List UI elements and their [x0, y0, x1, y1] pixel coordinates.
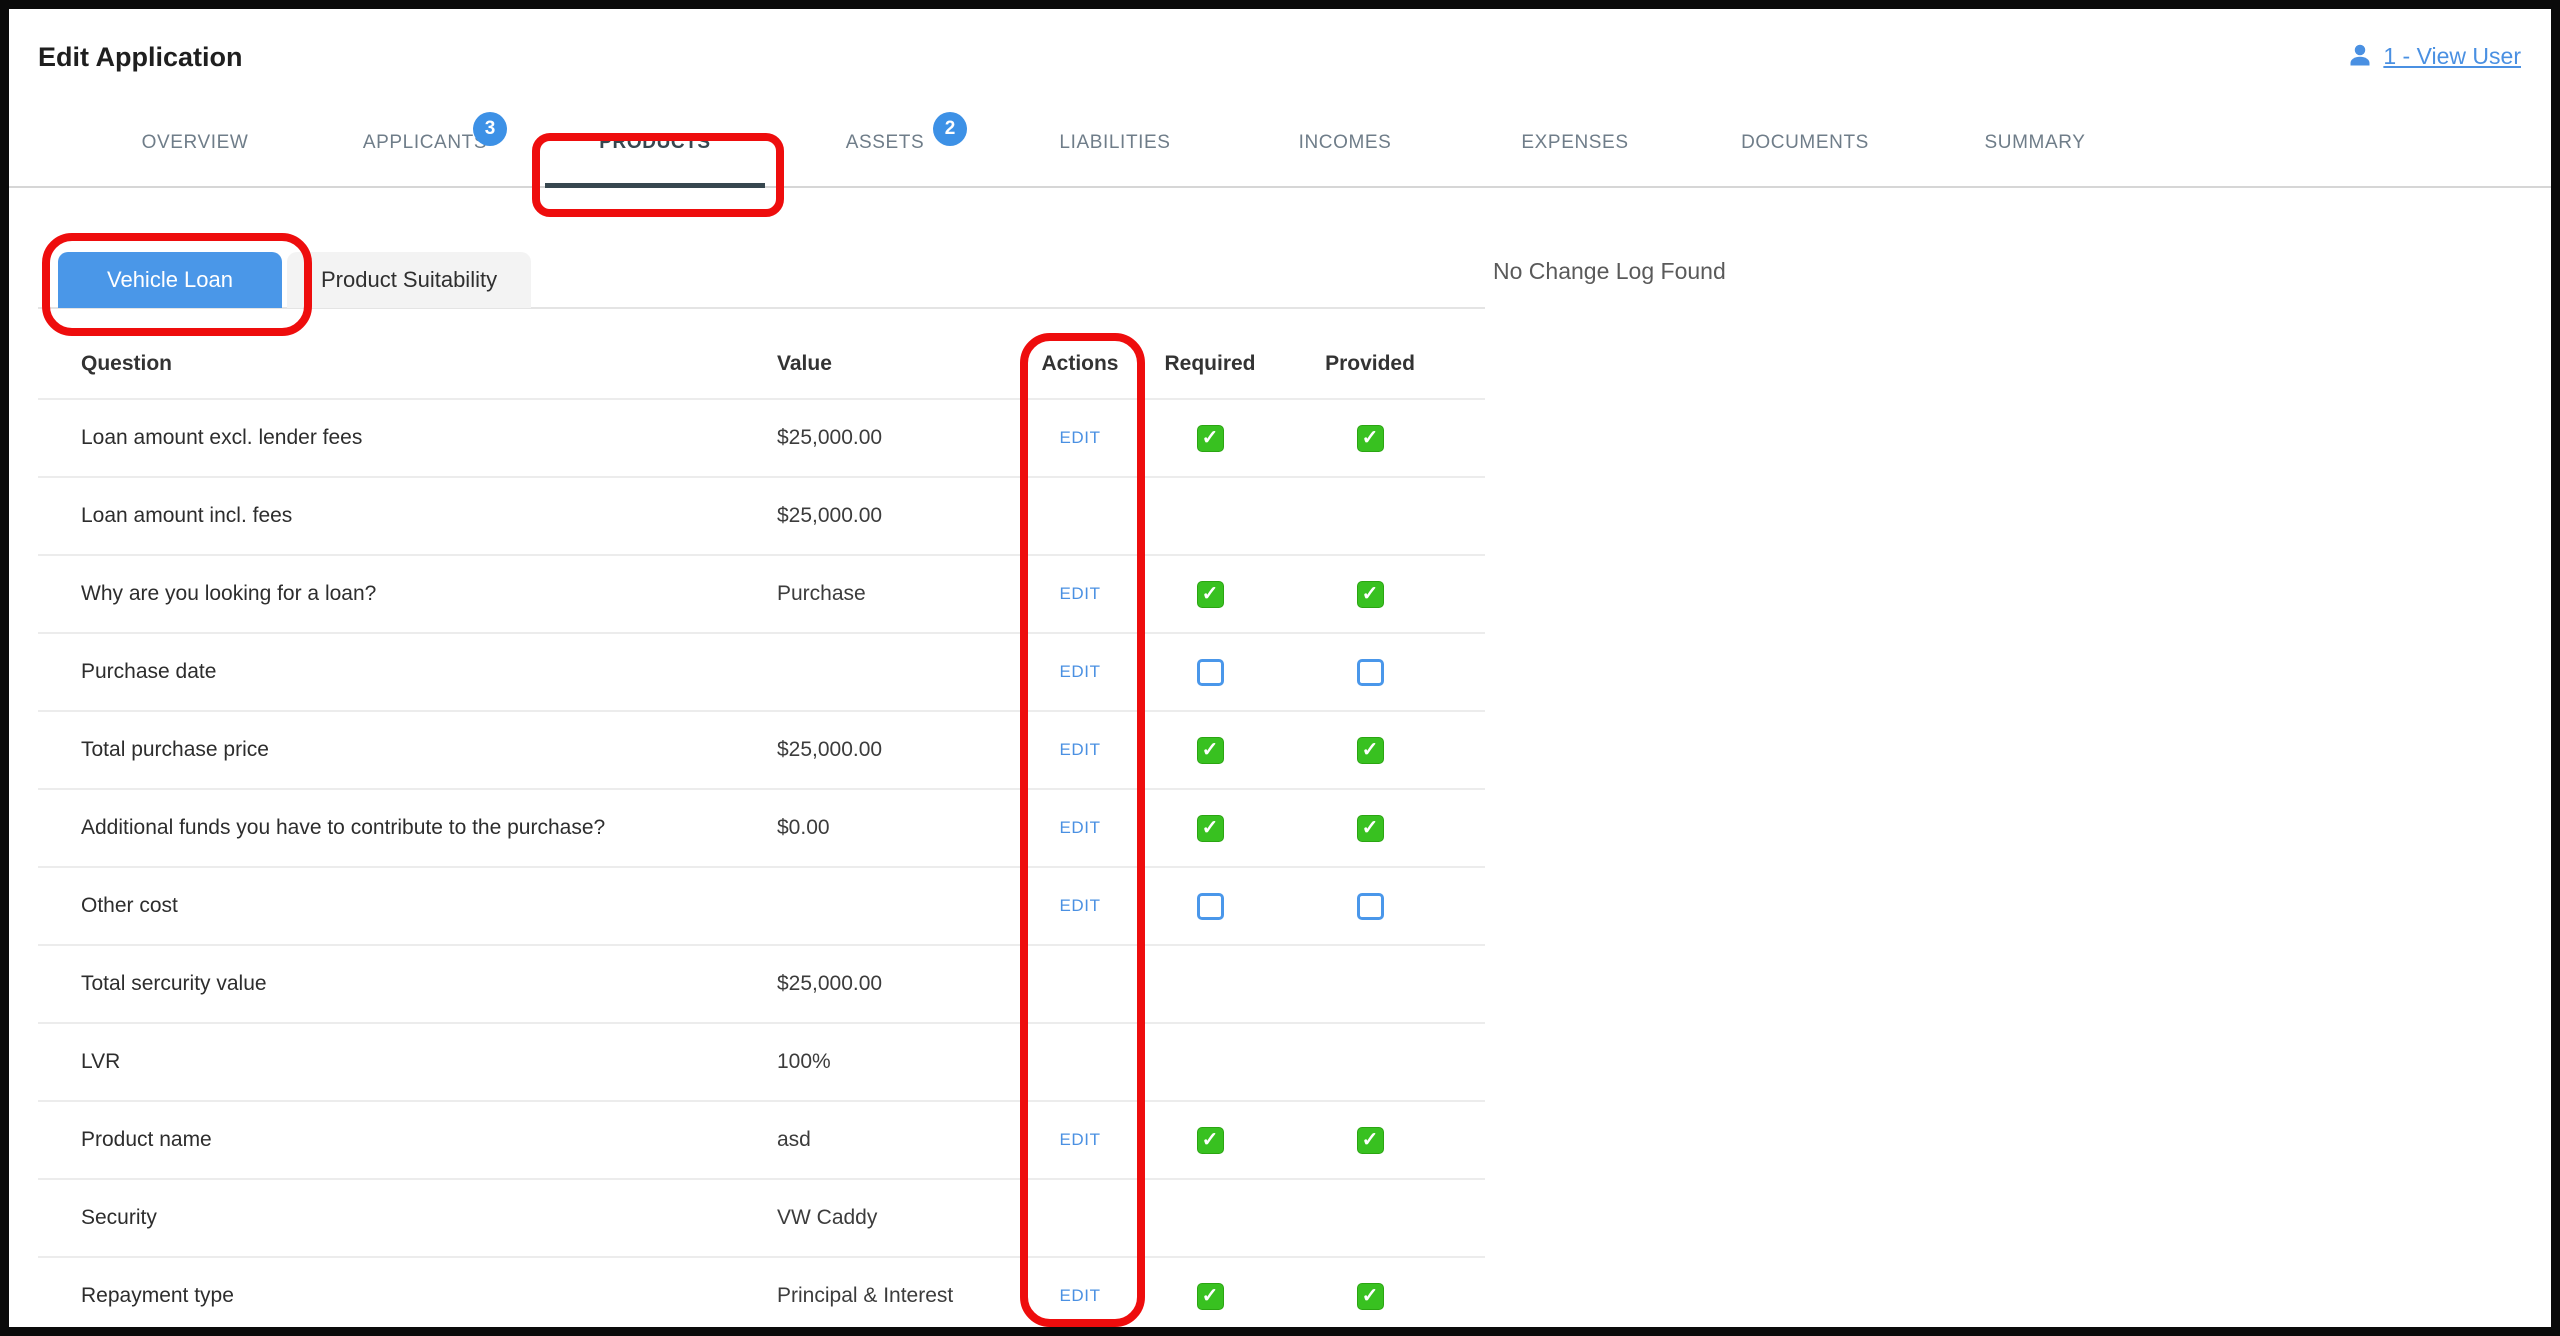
column-header-value: Value: [777, 352, 832, 375]
edit-button[interactable]: EDIT: [1059, 584, 1101, 603]
table-row: Purchase date EDIT: [38, 634, 1485, 712]
table-header-row: Question Value Actions Required Provided: [38, 330, 1485, 400]
tab-liabilities[interactable]: LIABILITIES: [1000, 100, 1230, 186]
tab-applicants[interactable]: APPLICANTS 3: [310, 100, 540, 186]
table-row: Total purchase price $25,000.00 EDIT ✓ ✓: [38, 712, 1485, 790]
column-header-actions: Actions: [1041, 352, 1119, 375]
edit-button[interactable]: EDIT: [1059, 428, 1101, 447]
question-cell: Other cost: [81, 894, 178, 917]
provided-checkbox[interactable]: ✓: [1356, 580, 1384, 608]
view-user-label: 1 - View User: [2383, 42, 2521, 69]
provided-checkbox[interactable]: ✓: [1356, 736, 1384, 764]
value-cell: 100%: [777, 1050, 831, 1073]
question-cell: Loan amount incl. fees: [81, 504, 293, 527]
required-checkbox[interactable]: [1196, 658, 1224, 686]
edit-button[interactable]: EDIT: [1059, 818, 1101, 837]
question-cell: Repayment type: [81, 1284, 234, 1307]
required-checkbox[interactable]: ✓: [1196, 1126, 1224, 1154]
edit-button[interactable]: EDIT: [1059, 1130, 1101, 1149]
tab-summary[interactable]: SUMMARY: [1920, 100, 2150, 186]
tab-documents[interactable]: DOCUMENTS: [1690, 100, 1920, 186]
table-row: Repayment type Principal & Interest EDIT ✓ ✓: [38, 1258, 1485, 1327]
tab-assets[interactable]: ASSETS 2: [770, 100, 1000, 186]
tab-overview[interactable]: OVERVIEW: [80, 100, 310, 186]
view-user-link[interactable]: 1 - View User: [2345, 41, 2521, 71]
table-row: Loan amount excl. lender fees $25,000.00 E…: [38, 400, 1485, 478]
tab-count-badge: 3: [473, 112, 507, 146]
tab-label: INCOMES: [1298, 132, 1392, 153]
active-tab-indicator: [545, 183, 765, 188]
question-cell: Purchase date: [81, 660, 217, 683]
table-row: LVR 100%: [38, 1024, 1485, 1102]
question-cell: LVR: [81, 1050, 121, 1073]
topbar: Edit Application 1 - View User: [9, 9, 2551, 105]
table-row: Security VW Caddy: [38, 1180, 1485, 1258]
main-tab-bar: OVERVIEW APPLICANTS 3 PRODUCTS ASSETS 2 LIABIL…: [9, 100, 2551, 188]
column-header-question: Question: [81, 352, 173, 375]
required-checkbox[interactable]: ✓: [1196, 580, 1224, 608]
tab-label: OVERVIEW: [141, 132, 249, 153]
column-header-provided: Provided: [1325, 352, 1415, 375]
provided-checkbox[interactable]: ✓: [1356, 1282, 1384, 1310]
tab-label: DOCUMENTS: [1741, 132, 1869, 153]
change-log-empty-text: No Change Log Found: [1493, 258, 1726, 284]
required-checkbox[interactable]: ✓: [1196, 814, 1224, 842]
question-cell: Additional funds you have to contribute …: [81, 816, 606, 839]
required-checkbox[interactable]: ✓: [1196, 736, 1224, 764]
provided-checkbox[interactable]: ✓: [1356, 424, 1384, 452]
user-icon: [2345, 41, 2375, 71]
question-cell: Loan amount excl. lender fees: [81, 426, 363, 449]
value-cell: VW Caddy: [777, 1206, 878, 1229]
value-cell: asd: [777, 1128, 811, 1151]
value-cell: $25,000.00: [777, 426, 883, 449]
tab-incomes[interactable]: INCOMES: [1230, 100, 1460, 186]
page-title: Edit Application: [38, 42, 243, 72]
tab-label: ASSETS: [845, 132, 925, 153]
question-cell: Why are you looking for a loan?: [81, 582, 377, 605]
provided-checkbox[interactable]: [1356, 658, 1384, 686]
tab-label: PRODUCTS: [599, 132, 711, 153]
provided-checkbox[interactable]: [1356, 892, 1384, 920]
table-row: Why are you looking for a loan? Purchase E…: [38, 556, 1485, 634]
subtab-vehicle-loan[interactable]: Vehicle Loan: [58, 252, 282, 308]
edit-button[interactable]: EDIT: [1059, 896, 1101, 915]
provided-checkbox[interactable]: ✓: [1356, 1126, 1384, 1154]
product-subtabs: Vehicle Loan Product Suitability: [58, 252, 536, 308]
tab-label: LIABILITIES: [1059, 132, 1171, 153]
product-question-table: Question Value Actions Required Provided Loan…: [38, 330, 1485, 1327]
value-cell: Purchase: [777, 582, 866, 605]
tab-label: SUMMARY: [1984, 132, 2086, 153]
edit-button[interactable]: EDIT: [1059, 740, 1101, 759]
value-cell: $0.00: [777, 816, 830, 839]
question-cell: Security: [81, 1206, 157, 1229]
question-cell: Product name: [81, 1128, 212, 1151]
table-row: Total sercurity value $25,000.00: [38, 946, 1485, 1024]
value-cell: $25,000.00: [777, 738, 883, 761]
tab-count-badge: 2: [933, 112, 967, 146]
table-row: Other cost EDIT: [38, 868, 1485, 946]
tab-expenses[interactable]: EXPENSES: [1460, 100, 1690, 186]
tab-label: APPLICANTS: [362, 132, 488, 153]
table-row: Loan amount incl. fees $25,000.00: [38, 478, 1485, 556]
value-cell: $25,000.00: [777, 972, 883, 995]
required-checkbox[interactable]: [1196, 892, 1224, 920]
value-cell: $25,000.00: [777, 504, 883, 527]
question-cell: Total sercurity value: [81, 972, 267, 995]
edit-button[interactable]: EDIT: [1059, 1286, 1101, 1305]
required-checkbox[interactable]: ✓: [1196, 1282, 1224, 1310]
subtab-baseline: [38, 307, 1485, 309]
required-checkbox[interactable]: ✓: [1196, 424, 1224, 452]
tab-products[interactable]: PRODUCTS: [540, 100, 770, 188]
value-cell: Principal & Interest: [777, 1284, 954, 1307]
tab-label: EXPENSES: [1521, 132, 1629, 153]
provided-checkbox[interactable]: ✓: [1356, 814, 1384, 842]
column-header-required: Required: [1164, 352, 1256, 375]
edit-button[interactable]: EDIT: [1059, 662, 1101, 681]
question-cell: Total purchase price: [81, 738, 269, 761]
subtab-product-suitability[interactable]: Product Suitability: [287, 252, 532, 308]
table-row: Product name asd EDIT ✓ ✓: [38, 1102, 1485, 1180]
table-row: Additional funds you have to contribute …: [38, 790, 1485, 868]
